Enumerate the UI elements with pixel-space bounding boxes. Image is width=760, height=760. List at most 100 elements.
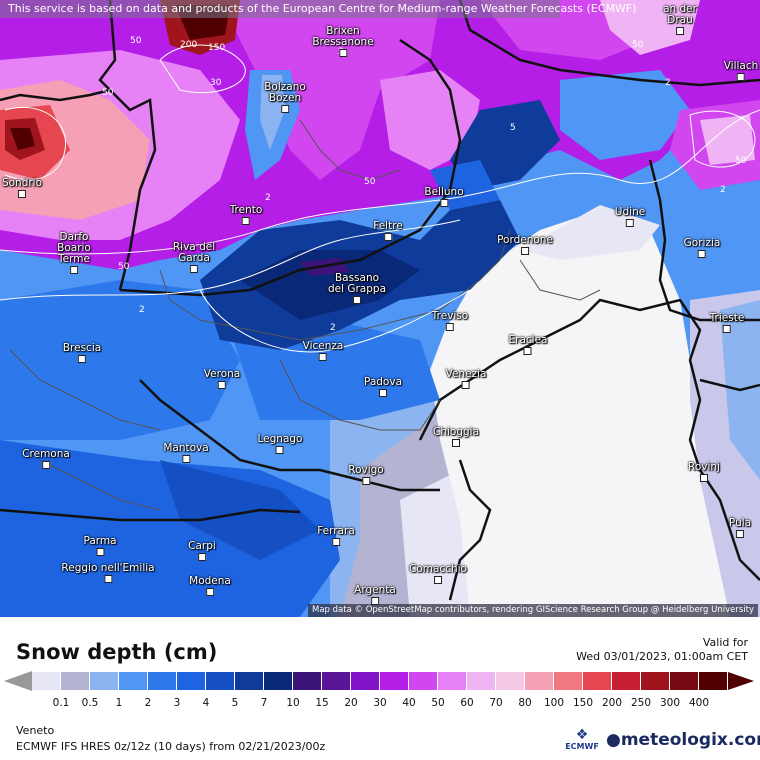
city-label: Pordenone bbox=[497, 235, 553, 255]
city-label: Modena bbox=[189, 576, 231, 596]
legend-left-arrow-outline bbox=[4, 671, 32, 691]
legend-tick-label: 50 bbox=[431, 697, 445, 709]
contour-label: 50 bbox=[364, 177, 376, 187]
legend-color-swatch bbox=[264, 672, 293, 690]
legend-tick-label: 10 bbox=[286, 697, 300, 709]
city-label: Cremona bbox=[22, 449, 70, 469]
legend-color-swatch bbox=[148, 672, 177, 690]
city-marker bbox=[736, 530, 744, 538]
color-scale-ticks: 0.1 0.5 1 2 3 4 5 7 10 15 20 30 40 50 60 70 80 100 150 200 2… bbox=[0, 697, 760, 711]
city-label: Eraclea bbox=[509, 335, 547, 355]
map-title: Snow depth (cm) bbox=[16, 640, 218, 664]
legend-color-swatch bbox=[235, 672, 264, 690]
city-marker bbox=[276, 446, 284, 454]
valid-label: Valid for bbox=[702, 636, 748, 649]
contour-label: 50 bbox=[632, 40, 644, 50]
legend-color-swatch bbox=[583, 672, 612, 690]
city-label: Gorizia bbox=[684, 238, 720, 258]
legend-color-swatch bbox=[496, 672, 525, 690]
city-marker bbox=[96, 548, 104, 556]
city-marker bbox=[462, 381, 470, 389]
city-label: Rovigo bbox=[348, 465, 384, 485]
city-marker bbox=[699, 474, 708, 482]
city-marker bbox=[197, 553, 206, 561]
city-marker bbox=[338, 49, 347, 57]
city-label: Villach bbox=[724, 61, 758, 81]
city-label: Ferrara bbox=[317, 526, 355, 546]
legend-tick-label: 300 bbox=[659, 697, 681, 709]
city-label: Belluno bbox=[424, 187, 464, 207]
contour-label: 200 bbox=[180, 40, 198, 50]
city-marker bbox=[523, 347, 532, 355]
snow-depth-layer bbox=[0, 0, 760, 617]
ecmwf-logo-icon: ❖ bbox=[575, 727, 589, 743]
legend-color-swatch bbox=[322, 672, 351, 690]
legend-tick-label: 150 bbox=[572, 697, 594, 709]
city-label: Riva del Garda bbox=[173, 242, 215, 273]
contour-label: 150 bbox=[208, 43, 226, 53]
legend-color-swatch bbox=[206, 672, 235, 690]
city-marker bbox=[182, 455, 190, 463]
contour-label: 50 bbox=[735, 156, 747, 166]
legend-color-swatch bbox=[293, 672, 322, 690]
city-label: Rovinj bbox=[688, 462, 720, 482]
legend-tick-label: 0.1 bbox=[52, 697, 70, 709]
legend-tick-label: 0.5 bbox=[81, 697, 99, 709]
city-label: Mantova bbox=[163, 443, 209, 463]
city-label: Padova bbox=[364, 377, 402, 397]
legend-color-swatch bbox=[641, 672, 670, 690]
city-label: Udine bbox=[615, 207, 645, 227]
city-marker bbox=[77, 355, 86, 363]
city-marker bbox=[352, 296, 361, 304]
region-name: Veneto bbox=[16, 724, 55, 737]
contour-label: 2 bbox=[265, 193, 271, 203]
city-label: Vicenza bbox=[303, 341, 343, 361]
city-label: Bassano del Grappa bbox=[328, 273, 386, 304]
legend-color-swatch bbox=[554, 672, 583, 690]
city-marker bbox=[104, 575, 112, 583]
meteologix-logo[interactable]: ●meteologix.com bbox=[606, 730, 760, 750]
legend-color-swatch bbox=[467, 672, 496, 690]
city-label: Pula bbox=[729, 518, 751, 538]
legend-color-swatch bbox=[177, 672, 206, 690]
city-label: Venezia bbox=[446, 369, 486, 389]
city-label: Verona bbox=[204, 369, 240, 389]
legend-tick-label: 40 bbox=[402, 697, 416, 709]
legend-tick-label: 2 bbox=[144, 697, 152, 709]
city-marker bbox=[625, 219, 634, 227]
contour-label: 2 bbox=[330, 323, 336, 333]
legend-color-swatch bbox=[525, 672, 554, 690]
city-label: Chioggia bbox=[433, 427, 479, 447]
city-marker bbox=[17, 190, 26, 198]
city-marker bbox=[280, 105, 289, 113]
city-label: Trento bbox=[230, 205, 262, 225]
legend-tick-label: 60 bbox=[460, 697, 474, 709]
city-marker bbox=[451, 439, 460, 447]
legend-color-swatch bbox=[61, 672, 90, 690]
city-marker bbox=[205, 588, 214, 596]
valid-time: Wed 03/01/2023, 01:00am CET bbox=[576, 650, 748, 663]
city-marker bbox=[521, 247, 529, 255]
contour-label: 30 bbox=[210, 78, 222, 88]
city-label: Darfo Boario Terme bbox=[57, 232, 91, 274]
city-marker bbox=[445, 323, 454, 331]
city-marker bbox=[69, 266, 78, 274]
legend-tick-label: 15 bbox=[315, 697, 329, 709]
weather-map[interactable]: 50 200 150 50 30 50 2 2 2 5 50 50 2 50 2… bbox=[0, 0, 760, 617]
city-label: Legnago bbox=[258, 434, 302, 454]
city-marker bbox=[697, 250, 706, 258]
city-marker bbox=[434, 576, 442, 584]
city-marker bbox=[439, 199, 448, 207]
legend-tick-label: 3 bbox=[173, 697, 181, 709]
color-scale-bar bbox=[32, 672, 728, 690]
legend-tick-label: 4 bbox=[202, 697, 210, 709]
city-label: Bolzano Bozen bbox=[264, 82, 306, 113]
city-label: Sondrio bbox=[2, 178, 42, 198]
city-marker bbox=[723, 325, 731, 333]
legend-tick-label: 70 bbox=[489, 697, 503, 709]
city-label: Brescia bbox=[63, 343, 101, 363]
city-marker bbox=[190, 265, 198, 273]
legend-color-swatch bbox=[612, 672, 641, 690]
ecmwf-notice: This service is based on data and produc… bbox=[0, 0, 636, 18]
city-marker bbox=[318, 353, 327, 361]
